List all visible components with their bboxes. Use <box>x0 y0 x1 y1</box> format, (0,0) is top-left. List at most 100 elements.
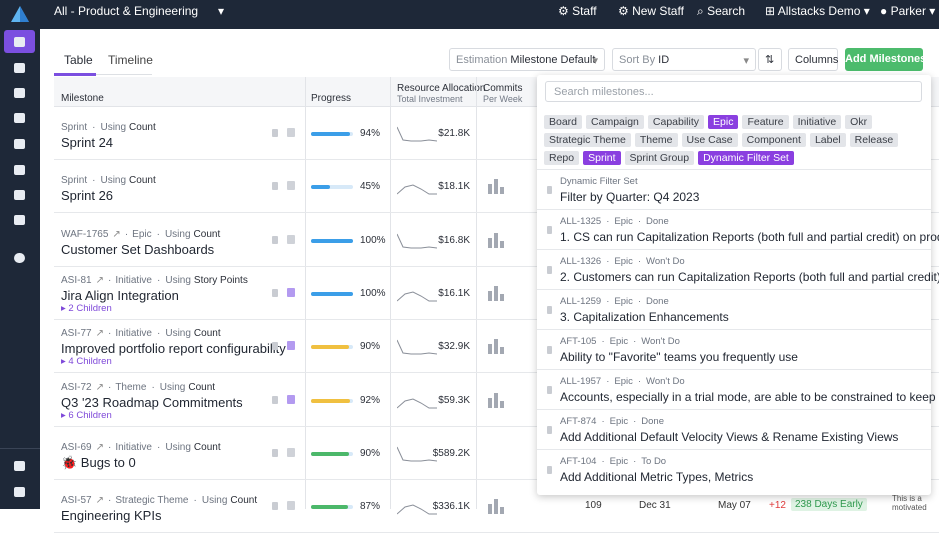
nav-link[interactable]: ⚙ Staff <box>558 4 597 18</box>
nav-link[interactable]: ⚙ New Staff <box>618 4 684 18</box>
milestone-name[interactable]: 🐞 Bugs to 0 <box>61 454 136 470</box>
progress-label: 100% <box>360 287 386 299</box>
filter-tag[interactable]: Strategic Theme <box>544 133 631 147</box>
milestone-option[interactable]: AFT-105 · Epic · Won't Do Ability to "Favorit… <box>537 329 931 369</box>
milestone-name[interactable]: Q3 '23 Roadmap Commitments <box>61 394 243 410</box>
search-input[interactable]: Search milestones... <box>545 81 922 102</box>
filter-tag[interactable]: Okr <box>845 115 873 129</box>
nav-icon[interactable] <box>14 253 25 263</box>
option-title: Add Additional Metric Types, Metrics <box>560 470 754 484</box>
milestone-name[interactable]: Customer Set Dashboards <box>61 241 215 257</box>
milestone-option[interactable]: ALL-1326 · Epic · Won't Do 2. Customers can r… <box>537 249 939 289</box>
header: Commits <box>483 83 523 94</box>
row-meta: ASI-69 ↗ · Initiative · Using Count <box>61 442 221 453</box>
nav-icon[interactable] <box>14 165 25 175</box>
estimation-select[interactable]: Estimation Milestone Default ▾ <box>449 48 605 71</box>
note-icon[interactable] <box>287 181 295 191</box>
nav-icon[interactable] <box>14 461 25 471</box>
children-toggle[interactable]: ▸ 4 Children <box>61 356 112 368</box>
nav-icon[interactable] <box>14 113 25 123</box>
tab[interactable]: Timeline <box>108 53 153 67</box>
pin-icon[interactable] <box>272 288 278 297</box>
pin-icon[interactable] <box>272 448 278 457</box>
pin-icon[interactable] <box>272 182 278 191</box>
row-meta: WAF-1765 ↗ · Epic · Using Count <box>61 229 220 240</box>
nav-link[interactable]: ⌕ Search <box>697 4 746 18</box>
children-toggle[interactable]: ▸ 2 Children <box>61 302 112 314</box>
col-divider <box>476 77 477 509</box>
pin-icon[interactable] <box>272 129 278 137</box>
milestone-option[interactable]: ALL-1957 · Epic · Won't Do Accounts, especial… <box>537 369 939 409</box>
sep: · <box>92 122 96 133</box>
note-icon[interactable] <box>287 447 295 457</box>
tab[interactable]: Table <box>64 53 93 67</box>
milestone-option[interactable]: Dynamic Filter Set Filter by Quarter: Q4 … <box>537 169 931 209</box>
nav-icon[interactable] <box>14 88 25 98</box>
milestone-option[interactable]: AFT-104 · Epic · To Do Add Additional Metric … <box>537 449 931 489</box>
note-icon[interactable] <box>287 341 295 351</box>
issue-id: ALL-1326 <box>560 256 602 267</box>
note-icon[interactable] <box>287 394 295 404</box>
note-icon[interactable] <box>287 287 295 297</box>
pin-icon[interactable] <box>272 235 278 244</box>
sort-select[interactable]: Sort By ID ▾ <box>612 48 756 71</box>
label: Staff <box>572 4 597 18</box>
pin-icon[interactable] <box>272 342 278 351</box>
milestone-name[interactable]: Jira Align Integration <box>61 287 179 303</box>
filter-tag[interactable]: Capability <box>647 115 705 129</box>
children-toggle[interactable]: ▸ 6 Children <box>61 409 112 421</box>
option-title: Accounts, especially in a trial mode, ar… <box>560 390 939 404</box>
nav-icon[interactable] <box>14 487 25 497</box>
nav-icon[interactable] <box>14 215 25 225</box>
progress-bar <box>311 505 348 510</box>
filter-tag[interactable]: Use Case <box>681 133 738 147</box>
type: Initiative <box>115 274 152 286</box>
note-icon[interactable] <box>287 128 295 137</box>
sparkline <box>397 126 437 142</box>
filter-tag[interactable]: Dynamic Filter Set <box>698 151 794 165</box>
workspace-select[interactable]: All - Product & Engineering <box>54 4 199 18</box>
milestone-option[interactable]: ALL-1259 · Epic · Done 3. Capitalization Enha… <box>537 289 931 329</box>
nav-icon[interactable] <box>14 190 25 200</box>
type: Epic <box>614 296 633 307</box>
pin-icon[interactable] <box>272 502 278 511</box>
filter-tag[interactable]: Release <box>849 133 899 147</box>
columns-button[interactable]: Columns <box>788 48 838 71</box>
sort-direction[interactable]: ⇅ <box>758 48 782 71</box>
pin-icon <box>547 266 552 274</box>
type: Epic <box>609 456 629 467</box>
nav-icon[interactable] <box>14 139 25 149</box>
method: Count <box>230 495 258 507</box>
filter-tag[interactable]: Campaign <box>586 115 644 129</box>
investment: $16.8K <box>438 234 470 246</box>
milestone-option[interactable]: ALL-1325 · Epic · Done 1. CS can run Capitali… <box>537 209 939 249</box>
milestone-name[interactable]: Engineering KPIs <box>61 508 162 524</box>
nav-link[interactable]: ⊞ Allstacks Demo ▾ <box>765 4 870 18</box>
add-button[interactable]: Add Milestones <box>845 48 926 71</box>
milestone-option[interactable]: AFT-874 · Epic · Done Add Additional Default … <box>537 409 931 449</box>
note-icon[interactable] <box>287 234 295 244</box>
filter-tag[interactable]: Sprint Group <box>624 151 695 165</box>
nav-icon[interactable] <box>14 63 25 73</box>
filter-tag[interactable]: Epic <box>708 115 739 129</box>
row: ASI-72 ↗ · Theme · Using Count Q3 '23 Roadmap C… <box>54 374 939 427</box>
filter-tag[interactable]: Component <box>741 133 806 147</box>
row-meta: ASI-72 ↗ · Theme · Using Count <box>61 382 215 393</box>
milestone-name[interactable]: Sprint 24 <box>61 135 114 150</box>
investment: $21.8K <box>438 128 470 139</box>
filter-tag[interactable]: Feature <box>742 115 789 129</box>
milestone-name[interactable]: Sprint 26 <box>61 188 114 204</box>
filter-tag[interactable]: Board <box>544 115 583 129</box>
filter-tag[interactable]: Label <box>809 133 846 147</box>
note-icon[interactable] <box>287 501 295 511</box>
nav-link[interactable]: ● Parker ▾ <box>880 4 936 18</box>
filter-tag[interactable]: Repo <box>544 151 580 165</box>
filter-tag[interactable]: Sprint <box>583 151 621 165</box>
pin-icon[interactable] <box>272 395 278 404</box>
type: Sprint <box>61 122 88 133</box>
milestone-name[interactable]: Improved portfolio report configurabilit… <box>61 341 286 357</box>
nav-icon[interactable] <box>14 37 25 47</box>
sparkline <box>397 504 437 515</box>
filter-tag[interactable]: Theme <box>634 133 678 147</box>
filter-tag[interactable]: Initiative <box>792 115 842 129</box>
